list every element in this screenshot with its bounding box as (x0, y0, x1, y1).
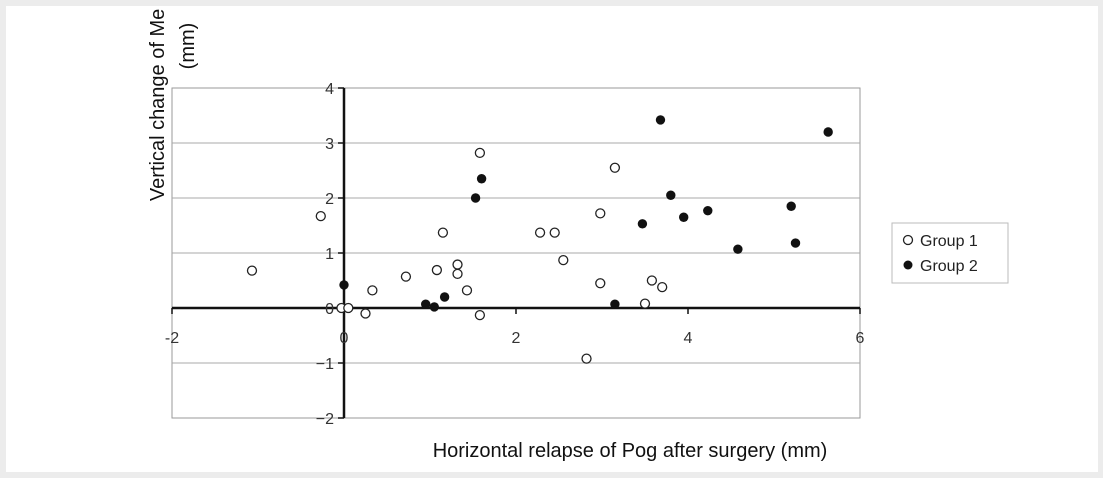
point-group-1-4 (343, 302, 354, 314)
y-axis-title: Vertical change of Me after surgery (147, 6, 169, 201)
chart-frame: −2 −1 0 1 2 3 4 -2 0 2 4 6 Vertical change of Me af… (6, 6, 1098, 472)
point-group-1-22 (646, 275, 658, 286)
point-group-1-11 (461, 285, 473, 296)
point-group-1-18 (595, 208, 606, 219)
y-tick-label-3: 1 (325, 246, 334, 263)
point-group-2-2 (429, 302, 439, 312)
point-group-1-5 (360, 308, 371, 319)
y-tick-label-0: −2 (316, 411, 334, 428)
y-tick-label-4: 2 (325, 191, 334, 208)
x-axis-title: Horizontal relapse of Pog after surgery … (433, 440, 828, 462)
point-group-2-11 (703, 205, 713, 216)
point-group-1-8 (437, 227, 449, 238)
point-group-1-15 (549, 227, 560, 238)
point-group-1-10 (452, 268, 463, 280)
point-group-2-12 (733, 244, 743, 254)
y-axis-unit: (mm) (177, 23, 199, 70)
point-group-1-13 (474, 309, 486, 321)
x-tick-label-3: 4 (684, 330, 693, 347)
x-tick-label-4: 6 (856, 330, 865, 347)
point-group-2-7 (637, 219, 648, 229)
point-group-1-3 (367, 285, 378, 296)
point-group-1-7 (431, 264, 443, 276)
legend-marker-group-2 (903, 260, 913, 270)
point-group-2-9 (666, 190, 676, 200)
tick-labels: −2 −1 0 1 2 3 4 -2 0 2 4 6 (165, 81, 865, 428)
point-group-1-20 (609, 162, 621, 173)
data-points (246, 115, 833, 364)
point-group-1-23 (657, 281, 668, 293)
point-group-2-1 (421, 299, 431, 309)
point-group-2-13 (786, 201, 796, 211)
legend-label-group-2: Group 2 (920, 258, 978, 275)
point-group-1-9 (452, 259, 463, 270)
y-tick-label-1: −1 (316, 356, 334, 373)
legend-marker-group-1 (902, 234, 914, 246)
point-group-2-10 (679, 212, 689, 222)
point-group-2-15 (823, 127, 833, 137)
point-group-2-0 (339, 280, 349, 290)
x-tick-label-2: 2 (512, 330, 521, 347)
point-group-2-3 (439, 292, 450, 302)
x-tick-label-1: 0 (340, 330, 349, 347)
x-tick-label-0: -2 (165, 330, 179, 347)
point-group-2-6 (610, 299, 620, 309)
legend-box (891, 222, 1009, 284)
point-group-1-17 (581, 353, 592, 364)
y-tick-label-6: 4 (325, 81, 334, 98)
point-group-1-21 (639, 298, 651, 309)
point-group-1-0 (246, 265, 258, 276)
point-group-1-16 (558, 254, 569, 266)
y-tick-label-5: 3 (325, 136, 334, 153)
legend-label-group-1: Group 1 (920, 233, 978, 250)
point-group-1-19 (595, 278, 606, 289)
point-group-2-4 (470, 193, 481, 203)
legend: Group 1 Group 2 (891, 222, 1009, 284)
point-group-2-14 (790, 238, 801, 248)
point-group-2-8 (655, 115, 666, 125)
y-tick-label-2: 0 (325, 301, 334, 318)
point-group-1-1 (315, 210, 326, 222)
gridlines (172, 142, 860, 364)
scatter-chart: −2 −1 0 1 2 3 4 -2 0 2 4 6 Vertical change of Me af… (147, 6, 1009, 462)
point-group-2-5 (476, 174, 487, 184)
point-group-1-6 (400, 271, 412, 282)
point-group-1-14 (534, 227, 546, 238)
point-group-1-12 (474, 147, 486, 159)
